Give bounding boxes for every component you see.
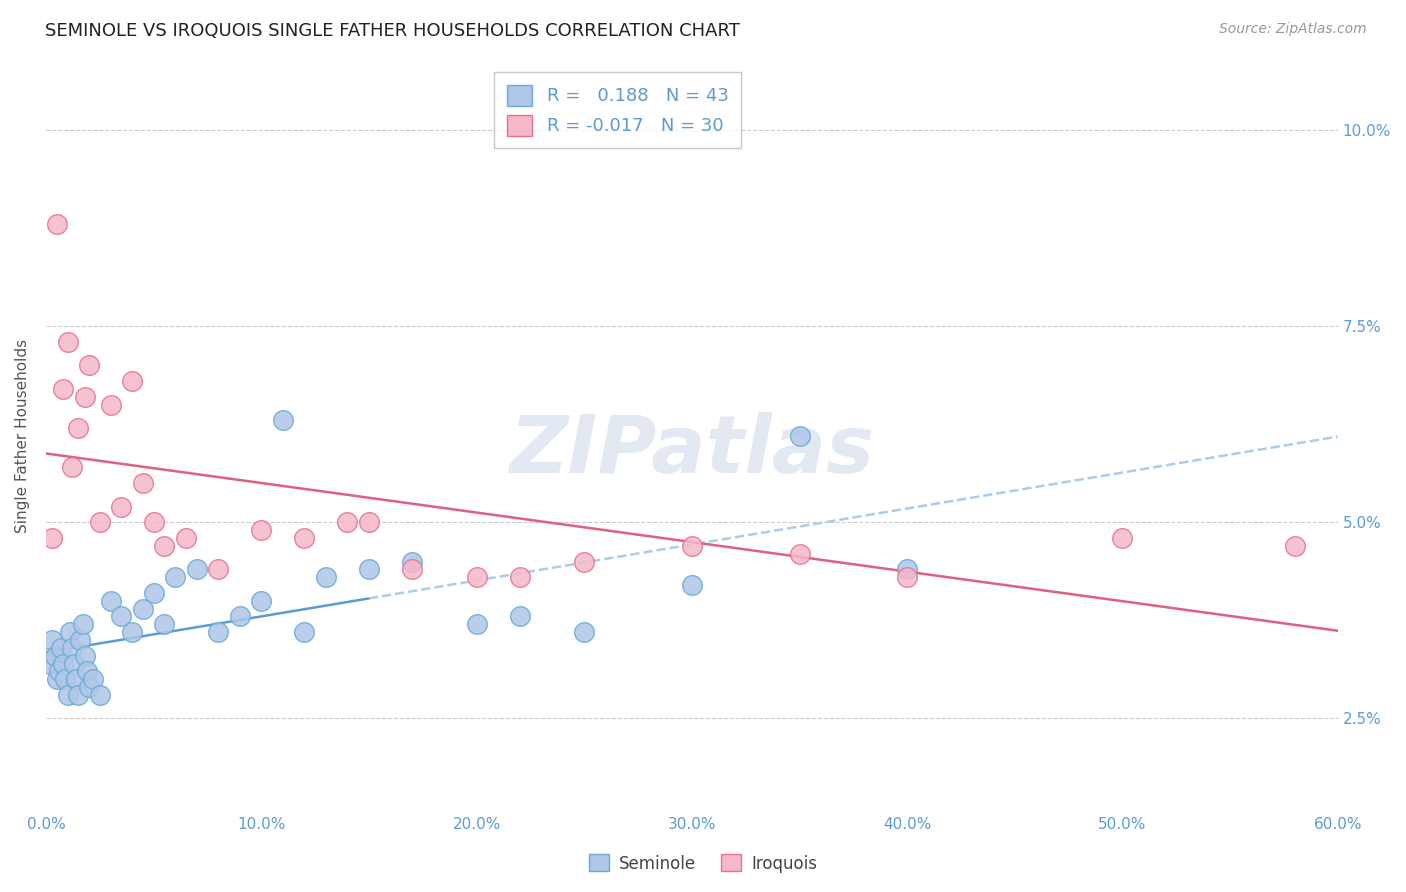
Point <box>465 617 488 632</box>
Point <box>69 632 91 647</box>
Point <box>132 601 155 615</box>
Point <box>52 657 75 671</box>
Point <box>250 523 273 537</box>
Point <box>67 421 90 435</box>
Point <box>53 672 76 686</box>
Point <box>65 672 87 686</box>
Point <box>681 539 703 553</box>
Point <box>292 531 315 545</box>
Point <box>52 382 75 396</box>
Point <box>186 562 208 576</box>
Point <box>77 680 100 694</box>
Point <box>153 539 176 553</box>
Point <box>110 500 132 514</box>
Point <box>45 217 67 231</box>
Point <box>39 657 62 671</box>
Legend: R =   0.188   N = 43, R = -0.017   N = 30: R = 0.188 N = 43, R = -0.017 N = 30 <box>495 72 741 148</box>
Point <box>89 516 111 530</box>
Point <box>72 617 94 632</box>
Point <box>357 516 380 530</box>
Point <box>896 570 918 584</box>
Point <box>292 625 315 640</box>
Point <box>60 640 83 655</box>
Text: ZIPatlas: ZIPatlas <box>509 412 875 490</box>
Point <box>56 688 79 702</box>
Point <box>60 460 83 475</box>
Text: Source: ZipAtlas.com: Source: ZipAtlas.com <box>1219 22 1367 37</box>
Point <box>357 562 380 576</box>
Point <box>271 413 294 427</box>
Point <box>48 665 70 679</box>
Point <box>896 562 918 576</box>
Point <box>100 594 122 608</box>
Point <box>509 570 531 584</box>
Point <box>207 562 229 576</box>
Point <box>465 570 488 584</box>
Point <box>336 516 359 530</box>
Point <box>82 672 104 686</box>
Point <box>73 648 96 663</box>
Point <box>789 547 811 561</box>
Point <box>121 374 143 388</box>
Point <box>401 562 423 576</box>
Point <box>250 594 273 608</box>
Point <box>132 476 155 491</box>
Point <box>41 531 63 545</box>
Point <box>165 570 187 584</box>
Point <box>142 516 165 530</box>
Point <box>100 398 122 412</box>
Y-axis label: Single Father Households: Single Father Households <box>15 339 30 533</box>
Text: SEMINOLE VS IROQUOIS SINGLE FATHER HOUSEHOLDS CORRELATION CHART: SEMINOLE VS IROQUOIS SINGLE FATHER HOUSE… <box>45 22 740 40</box>
Point <box>574 555 596 569</box>
Point <box>1111 531 1133 545</box>
Point <box>89 688 111 702</box>
Point <box>76 665 98 679</box>
Point <box>315 570 337 584</box>
Point <box>121 625 143 640</box>
Point <box>207 625 229 640</box>
Point <box>49 640 72 655</box>
Point <box>174 531 197 545</box>
Point <box>789 429 811 443</box>
Point <box>41 632 63 647</box>
Point <box>73 390 96 404</box>
Point <box>153 617 176 632</box>
Point <box>681 578 703 592</box>
Point <box>229 609 252 624</box>
Point <box>110 609 132 624</box>
Point <box>63 657 86 671</box>
Point <box>509 609 531 624</box>
Point <box>59 625 82 640</box>
Point <box>44 648 66 663</box>
Point <box>142 586 165 600</box>
Point <box>56 334 79 349</box>
Legend: Seminole, Iroquois: Seminole, Iroquois <box>582 847 824 880</box>
Point <box>67 688 90 702</box>
Point <box>401 555 423 569</box>
Point <box>574 625 596 640</box>
Point <box>45 672 67 686</box>
Point <box>1284 539 1306 553</box>
Point <box>77 359 100 373</box>
